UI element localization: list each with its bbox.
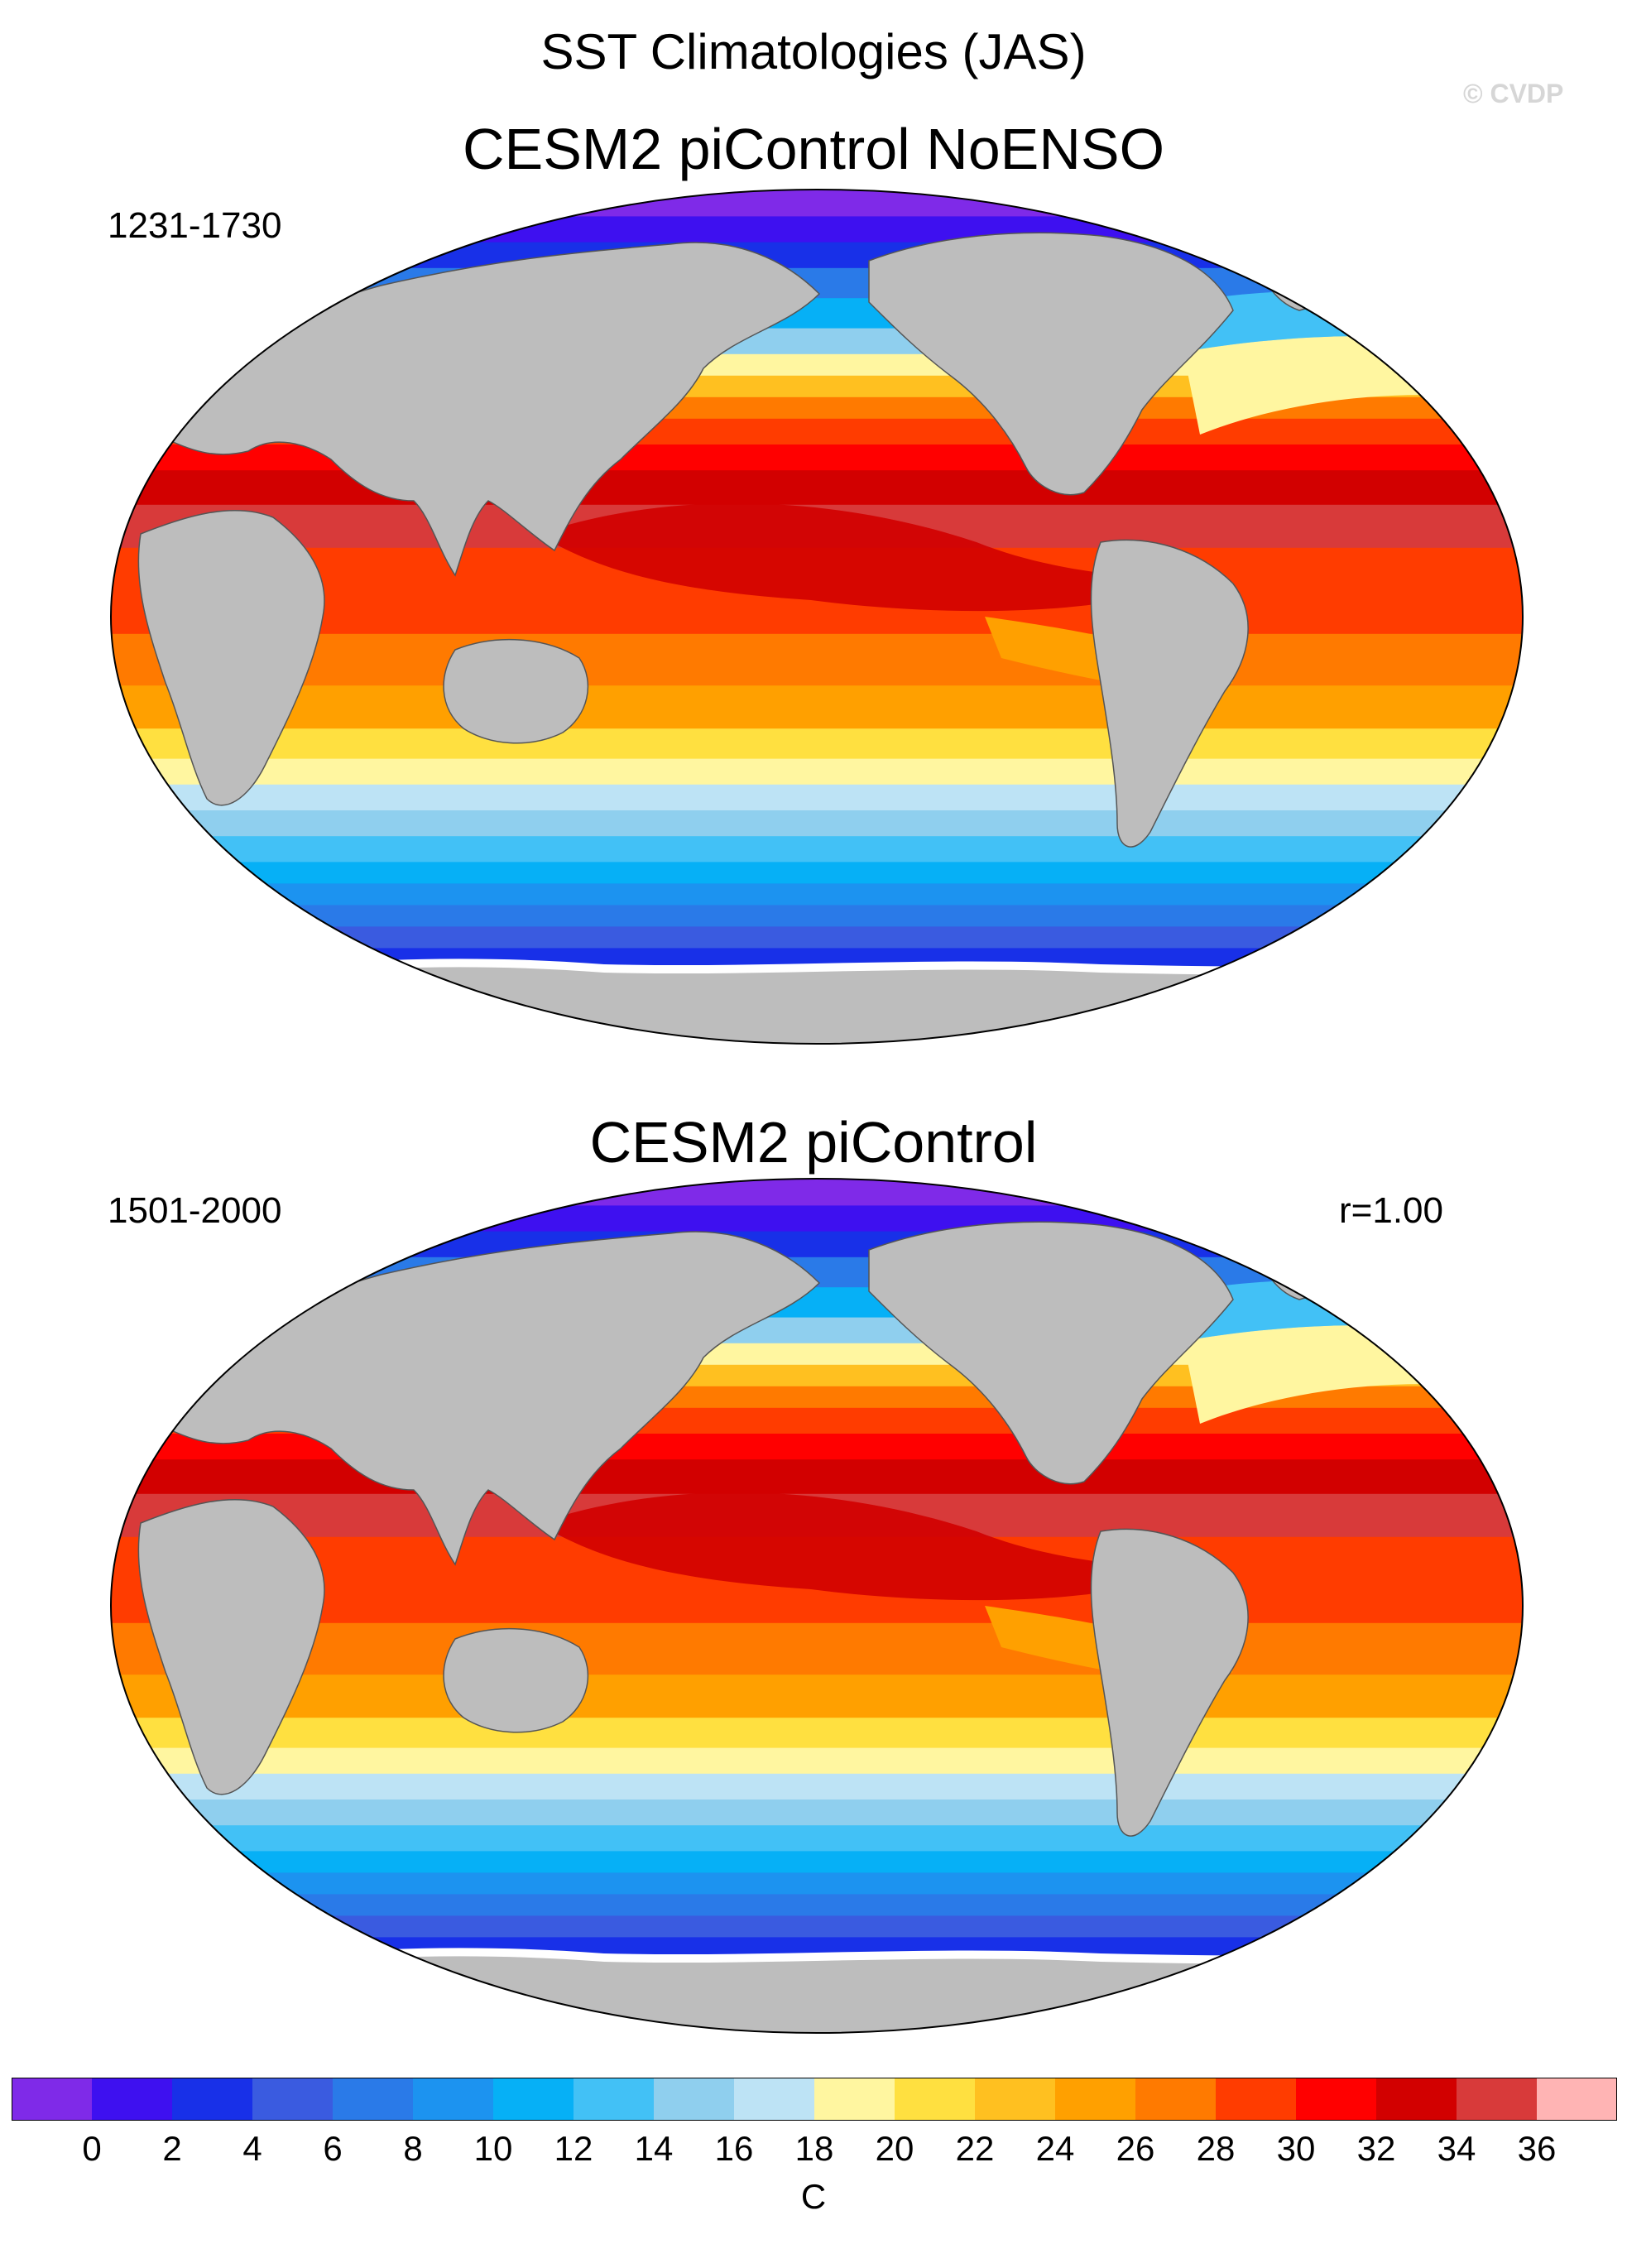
colorbar-tick-label: 2 <box>162 2129 182 2168</box>
colorbar-box <box>1135 2078 1217 2121</box>
warm-pool <box>538 1492 1183 1601</box>
sst-band <box>111 685 1523 730</box>
colorbar-box <box>252 2078 334 2121</box>
warm-pool <box>538 502 1183 612</box>
colorbar-tick-label: 34 <box>1437 2129 1476 2168</box>
panel-2-sst-map <box>110 1178 1524 2034</box>
sst-band <box>111 728 1523 760</box>
sst-band <box>111 784 1523 811</box>
colorbar-box <box>12 2078 93 2121</box>
land-south-america <box>1090 539 1249 848</box>
sst-band <box>111 1231 1523 1258</box>
colorbar-box <box>1055 2078 1136 2121</box>
colorbar-box <box>895 2078 976 2121</box>
colorbar <box>12 2078 1617 2121</box>
colorbar-box <box>333 2078 414 2121</box>
sst-band <box>111 905 1523 928</box>
panel-1-title: CESM2 piControl NoENSO <box>462 117 1165 181</box>
land-north-america <box>868 232 1234 496</box>
colorbar-box <box>734 2078 815 2121</box>
land-australia <box>443 1627 589 1733</box>
sst-band <box>111 1800 1523 1827</box>
colorbar-tick-label: 28 <box>1196 2129 1236 2168</box>
sst-band <box>111 1622 1523 1676</box>
land-south-america <box>1090 1528 1249 1837</box>
map-outline <box>110 189 1524 1045</box>
sst-band <box>111 926 1523 949</box>
land-australia <box>443 638 589 744</box>
land-antarctica <box>111 962 1523 1044</box>
colorbar-tick-label: 16 <box>714 2129 754 2168</box>
colorbar-box <box>574 2078 655 2121</box>
sst-band <box>111 470 1523 506</box>
panel-1-sst-map <box>110 189 1524 1045</box>
colorbar-unit: C <box>800 2177 827 2216</box>
cvdp-watermark: © CVDP <box>1463 79 1564 108</box>
colorbar-box <box>814 2078 895 2121</box>
colorbar-box <box>493 2078 574 2121</box>
colorbar-tick-label: 26 <box>1116 2129 1155 2168</box>
colorbar-tick-label: 36 <box>1517 2129 1557 2168</box>
sst-band <box>111 1894 1523 1917</box>
sst-band <box>111 1915 1523 1939</box>
panel-2-years: 1501-2000 <box>108 1190 282 1231</box>
sst-band <box>111 1825 1523 1852</box>
colorbar-box <box>1457 2078 1538 2121</box>
sst-band <box>111 810 1523 838</box>
land-eurasia <box>156 1231 821 1566</box>
land-eurasia <box>156 242 821 577</box>
sst-band <box>111 242 1523 269</box>
sst-band <box>111 1179 1523 1207</box>
sst-band <box>111 633 1523 687</box>
sst-band <box>111 1851 1523 1874</box>
colorbar-tick-label: 6 <box>323 2129 343 2168</box>
sst-band <box>111 836 1523 863</box>
sst-band <box>111 1872 1523 1896</box>
sst-band <box>111 883 1523 906</box>
colorbar-box <box>1296 2078 1377 2121</box>
land-africa <box>137 1498 325 1795</box>
colorbar-tick-label: 22 <box>955 2129 995 2168</box>
sst-band <box>111 1773 1523 1800</box>
panel-1-years: 1231-1730 <box>108 205 282 246</box>
land-north-america <box>868 1221 1234 1485</box>
colorbar-tick-label: 14 <box>634 2129 674 2168</box>
panel-2-correlation: r=1.00 <box>1339 1190 1443 1231</box>
colorbar-tick-label: 18 <box>794 2129 834 2168</box>
colorbar-box <box>1537 2078 1617 2121</box>
sst-band <box>111 1747 1523 1775</box>
sst-band <box>111 862 1523 885</box>
colorbar-tick-label: 30 <box>1276 2129 1316 2168</box>
colorbar-tick-label: 24 <box>1035 2129 1075 2168</box>
sst-band <box>111 1205 1523 1233</box>
sst-band <box>111 190 1523 218</box>
colorbar-box <box>1376 2078 1457 2121</box>
colorbar-box <box>413 2078 494 2121</box>
sst-band <box>111 1675 1523 1719</box>
colorbar-box <box>92 2078 173 2121</box>
sst-band <box>111 1718 1523 1749</box>
figure-title: SST Climatologies (JAS) <box>540 24 1087 79</box>
colorbar-tick-label: 0 <box>82 2129 102 2168</box>
sea-ice-edge <box>111 959 1523 1002</box>
colorbar-tick-label: 8 <box>403 2129 423 2168</box>
colorbar-box <box>975 2078 1056 2121</box>
colorbar-tick-label: 4 <box>242 2129 262 2168</box>
land-antarctica <box>111 1951 1523 2033</box>
sst-band <box>111 1459 1523 1495</box>
colorbar-box <box>172 2078 253 2121</box>
colorbar-tick-label: 10 <box>473 2129 513 2168</box>
sst-band <box>111 758 1523 786</box>
sst-band <box>111 216 1523 243</box>
colorbar-tick-label: 32 <box>1356 2129 1396 2168</box>
colorbar-box <box>654 2078 735 2121</box>
land-africa <box>137 509 325 806</box>
sea-ice-edge <box>111 1948 1523 1991</box>
colorbar-box <box>1216 2078 1297 2121</box>
colorbar-tick-label: 12 <box>554 2129 593 2168</box>
colorbar-tick-label: 20 <box>875 2129 914 2168</box>
panel-2-title: CESM2 piControl <box>589 1110 1038 1175</box>
map-outline <box>110 1178 1524 2034</box>
